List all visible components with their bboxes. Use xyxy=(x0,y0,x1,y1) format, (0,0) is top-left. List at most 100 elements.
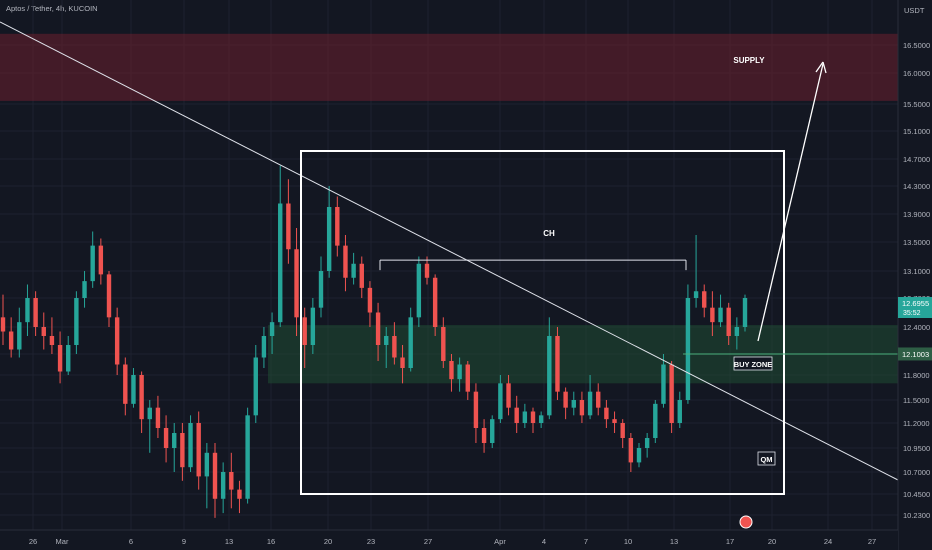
x-tick-label: 7 xyxy=(584,537,588,546)
x-tick-label: 17 xyxy=(726,537,734,546)
candle-body xyxy=(261,336,267,358)
candle-body xyxy=(57,345,63,372)
candle-body xyxy=(571,400,576,408)
y-tick-label: 11.5000 xyxy=(903,396,930,405)
currency-label: USDT xyxy=(904,6,925,15)
candle-body xyxy=(424,263,430,278)
candle-body xyxy=(685,298,691,400)
y-tick-label: 13.1000 xyxy=(903,267,930,276)
candle-body xyxy=(530,411,536,423)
candle-body xyxy=(8,331,14,350)
candle-body xyxy=(269,322,275,336)
candle-body xyxy=(123,364,128,404)
label-qm: QM xyxy=(760,455,772,464)
candle-body xyxy=(742,298,748,327)
candle-body xyxy=(644,438,650,448)
candle-body xyxy=(726,307,731,336)
x-tick-label: 23 xyxy=(367,537,375,546)
candle-body xyxy=(604,407,609,420)
candle-body xyxy=(212,452,218,499)
target-arrow xyxy=(757,63,824,342)
candle-body xyxy=(702,291,707,308)
candle-body xyxy=(392,336,397,358)
x-tick-label: 26 xyxy=(29,537,37,546)
candle-body xyxy=(245,415,250,499)
y-tick-label: 14.3000 xyxy=(903,182,930,191)
candle-body xyxy=(620,423,625,438)
candle-body xyxy=(441,327,446,361)
candle-body xyxy=(408,317,413,368)
candle-body xyxy=(220,472,226,499)
y-tick-label: 16.0000 xyxy=(903,69,930,78)
y-tick-label: 11.8000 xyxy=(903,371,930,380)
x-tick-label: 24 xyxy=(824,537,832,546)
candle-body xyxy=(522,411,528,423)
candle-body xyxy=(628,438,634,463)
x-tick-label: 9 xyxy=(182,537,186,546)
supply-zone xyxy=(0,33,898,101)
candle-body xyxy=(49,336,55,345)
candle-body xyxy=(693,291,699,298)
y-tick-label: 11.2000 xyxy=(903,419,930,428)
candle-body xyxy=(229,472,234,490)
candle-body xyxy=(302,317,307,345)
candle-body xyxy=(587,391,593,416)
y-tick-label: 10.7000 xyxy=(903,468,930,477)
candle-body xyxy=(155,407,161,428)
y-tick-label: 13.5000 xyxy=(903,238,930,247)
candle-body xyxy=(163,428,169,448)
candle-body xyxy=(351,263,356,278)
candle-body xyxy=(286,203,291,250)
candle-body xyxy=(131,375,136,404)
y-tick-label: 13.9000 xyxy=(903,210,930,219)
candle-body xyxy=(416,263,422,318)
candle-body xyxy=(359,263,364,288)
candle-body xyxy=(432,277,438,327)
candle-body xyxy=(310,307,316,345)
y-tick-label: 10.2300 xyxy=(903,511,930,520)
candle-body xyxy=(677,400,682,423)
candle-body xyxy=(172,433,177,448)
candle-body xyxy=(139,375,144,420)
candle-body xyxy=(661,364,666,404)
label-buy-zone: BUY ZONE xyxy=(734,360,773,369)
candle-body xyxy=(375,312,381,345)
y-tick-label: 15.5000 xyxy=(903,100,930,109)
y-tick-label: 14.7000 xyxy=(903,155,930,164)
time-axis xyxy=(0,530,898,550)
x-tick-label: 10 xyxy=(624,537,632,546)
candle-body xyxy=(498,383,503,420)
candle-body xyxy=(490,419,495,443)
candle-body xyxy=(669,364,674,423)
candle-body xyxy=(514,407,519,423)
candle-body xyxy=(180,433,185,468)
trendline xyxy=(0,21,899,481)
candle-body xyxy=(555,336,560,392)
candle-body xyxy=(90,245,95,282)
candle-body xyxy=(17,322,22,350)
x-tick-label: 4 xyxy=(542,537,546,546)
candle-body xyxy=(734,327,740,336)
candle-body xyxy=(294,249,299,318)
candle-body xyxy=(253,357,258,416)
candle-body xyxy=(547,336,552,416)
qm-box xyxy=(300,150,785,495)
candle-body xyxy=(579,400,585,416)
economic-event-icon xyxy=(739,515,753,529)
x-tick-label: 6 xyxy=(129,537,133,546)
x-tick-label: 20 xyxy=(324,537,332,546)
candle-body xyxy=(653,403,658,438)
candle-body xyxy=(278,203,283,323)
y-tick-label: 10.4500 xyxy=(903,490,930,499)
candle-body xyxy=(33,298,38,327)
x-tick-label: 16 xyxy=(267,537,275,546)
price-axis xyxy=(898,0,932,550)
candle-body xyxy=(710,307,715,323)
candle-body xyxy=(636,448,642,463)
candle-body xyxy=(465,364,470,392)
buy-zone-price: 12.1003 xyxy=(902,350,929,359)
candle-body xyxy=(82,281,87,298)
x-tick-label: Apr xyxy=(494,537,506,546)
x-tick-label: 27 xyxy=(424,537,432,546)
